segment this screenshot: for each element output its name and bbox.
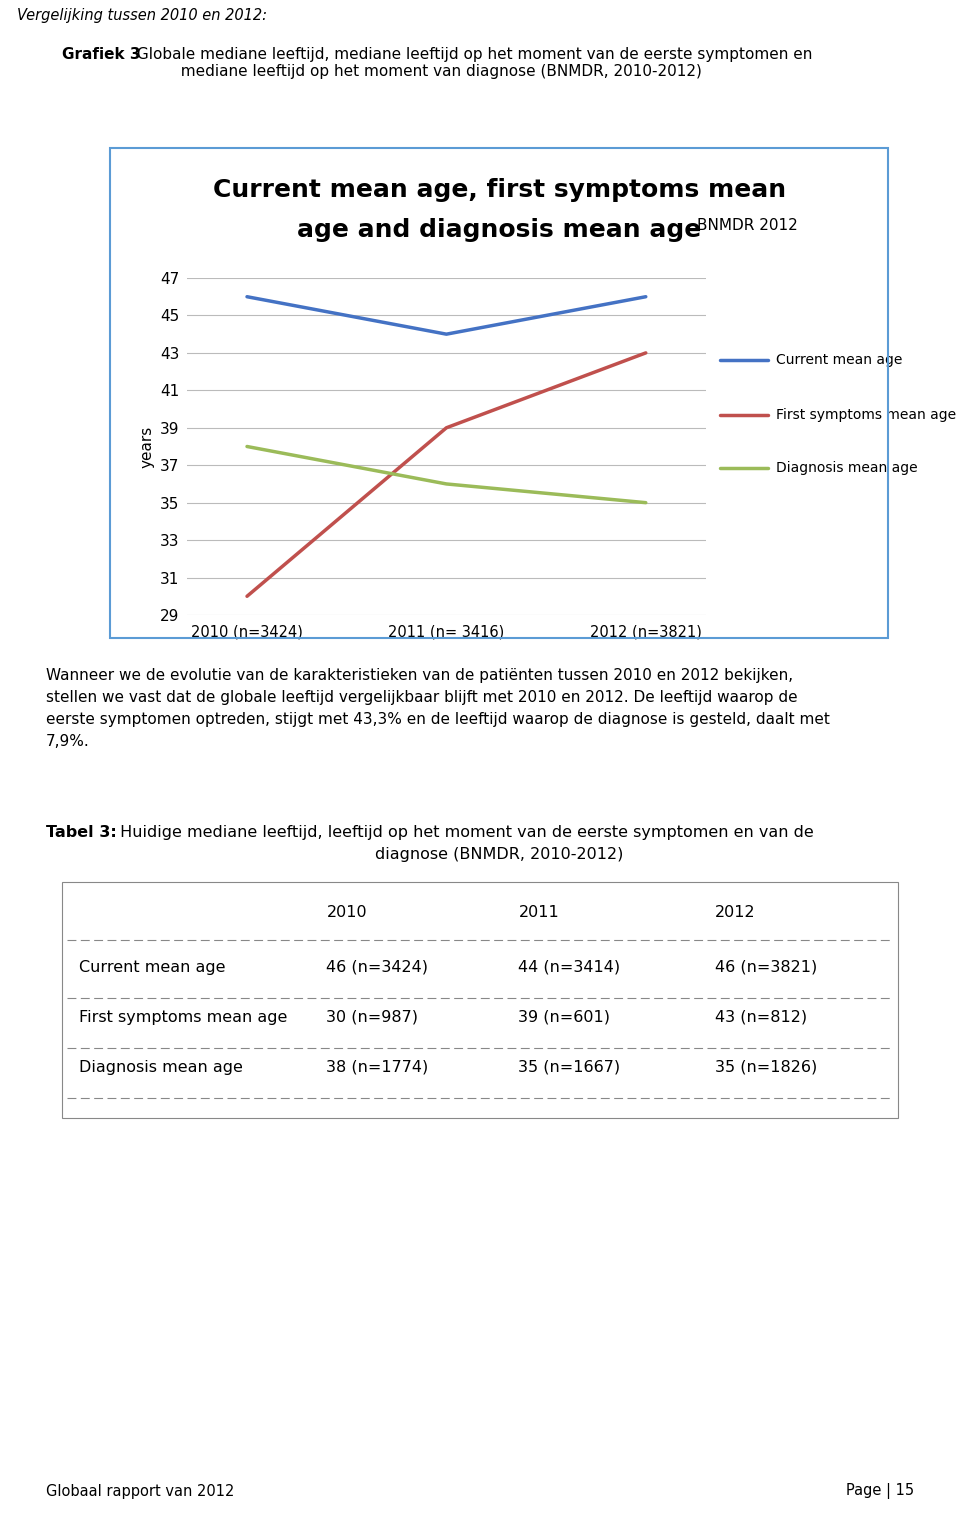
Text: Globale mediane leeftijd, mediane leeftijd op het moment van de eerste symptomen: Globale mediane leeftijd, mediane leefti… (132, 47, 812, 79)
Text: 35 (n=1826): 35 (n=1826) (715, 1060, 818, 1075)
Text: 44 (n=3414): 44 (n=3414) (518, 959, 620, 975)
Text: First symptoms mean age: First symptoms mean age (776, 408, 956, 422)
Text: 35 (n=1667): 35 (n=1667) (518, 1060, 620, 1075)
Text: 46 (n=3821): 46 (n=3821) (715, 959, 818, 975)
Text: BNMDR 2012: BNMDR 2012 (697, 218, 798, 233)
Text: diagnose (BNMDR, 2010-2012): diagnose (BNMDR, 2010-2012) (375, 847, 623, 862)
Y-axis label: years: years (139, 425, 155, 468)
Text: 7,9%.: 7,9%. (46, 734, 90, 749)
Text: age and diagnosis mean age: age and diagnosis mean age (297, 218, 702, 242)
Text: Huidige mediane leeftijd, leeftijd op het moment van de eerste symptomen en van : Huidige mediane leeftijd, leeftijd op he… (115, 825, 814, 841)
Text: 30 (n=987): 30 (n=987) (326, 1010, 419, 1025)
Text: Current mean age: Current mean age (79, 959, 226, 975)
Text: 43 (n=812): 43 (n=812) (715, 1010, 807, 1025)
Text: Globaal rapport van 2012: Globaal rapport van 2012 (46, 1483, 234, 1499)
Text: Current mean age: Current mean age (776, 353, 902, 367)
Text: Vergelijking tussen 2010 en 2012:: Vergelijking tussen 2010 en 2012: (17, 8, 267, 23)
Text: Diagnosis mean age: Diagnosis mean age (79, 1060, 243, 1075)
Text: Diagnosis mean age: Diagnosis mean age (776, 461, 918, 475)
Text: 2011: 2011 (518, 905, 559, 920)
Text: Wanneer we de evolutie van de karakteristieken van de patiënten tussen 2010 en 2: Wanneer we de evolutie van de karakteris… (46, 669, 793, 682)
Text: First symptoms mean age: First symptoms mean age (79, 1010, 287, 1025)
Text: Page | 15: Page | 15 (846, 1482, 914, 1499)
Text: 2010: 2010 (326, 905, 367, 920)
Text: 38 (n=1774): 38 (n=1774) (326, 1060, 429, 1075)
Text: Grafiek 3: Grafiek 3 (62, 47, 141, 62)
Text: Tabel 3:: Tabel 3: (46, 825, 117, 841)
Text: 2012: 2012 (715, 905, 756, 920)
Text: eerste symptomen optreden, stijgt met 43,3% en de leeftijd waarop de diagnose is: eerste symptomen optreden, stijgt met 43… (46, 711, 830, 726)
Text: Current mean age, first symptoms mean: Current mean age, first symptoms mean (212, 178, 786, 203)
Text: 39 (n=601): 39 (n=601) (518, 1010, 611, 1025)
Text: stellen we vast dat de globale leeftijd vergelijkbaar blijft met 2010 en 2012. D: stellen we vast dat de globale leeftijd … (46, 690, 798, 705)
Text: 46 (n=3424): 46 (n=3424) (326, 959, 428, 975)
